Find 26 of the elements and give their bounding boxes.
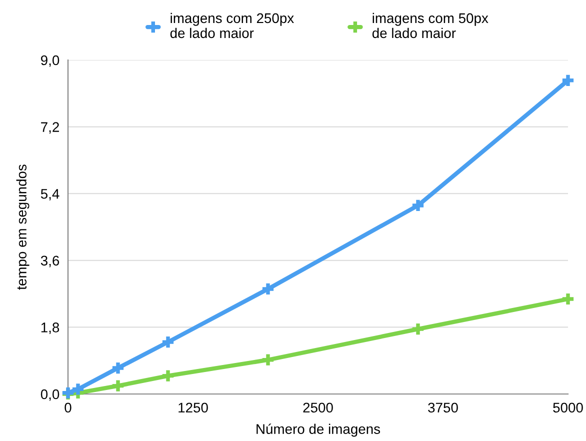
point	[72, 384, 84, 395]
x-tick-label: 0	[64, 402, 72, 413]
x-tick-label: 5000	[553, 402, 583, 413]
y-tick-label: 9,0	[41, 55, 60, 67]
x-tick-label: 1250	[178, 402, 208, 413]
point	[562, 293, 574, 305]
point	[262, 354, 274, 366]
point	[412, 324, 424, 335]
point	[162, 336, 174, 348]
y-tick-label: 7,2	[41, 122, 59, 134]
legend-label: imagens com 50px de lado maior	[372, 12, 488, 38]
point	[562, 74, 574, 86]
x-tick-label: 2500	[303, 402, 333, 413]
y-tick-label: 3,6	[40, 256, 60, 268]
point	[112, 362, 124, 374]
y-tick-label: 5,4	[40, 189, 60, 200]
legend-label: imagens com 250px de lado maior	[170, 12, 294, 38]
y-axis-title: tempo em segundos	[16, 164, 30, 290]
x-axis-title: Número de imagens	[256, 424, 380, 437]
y-tick-label: 0,0	[40, 389, 60, 401]
point	[162, 370, 174, 382]
point	[112, 380, 124, 392]
y-tick-label: 1,8	[41, 322, 60, 334]
x-tick-label: 3750	[428, 402, 458, 413]
point	[412, 200, 424, 212]
point	[262, 283, 274, 295]
